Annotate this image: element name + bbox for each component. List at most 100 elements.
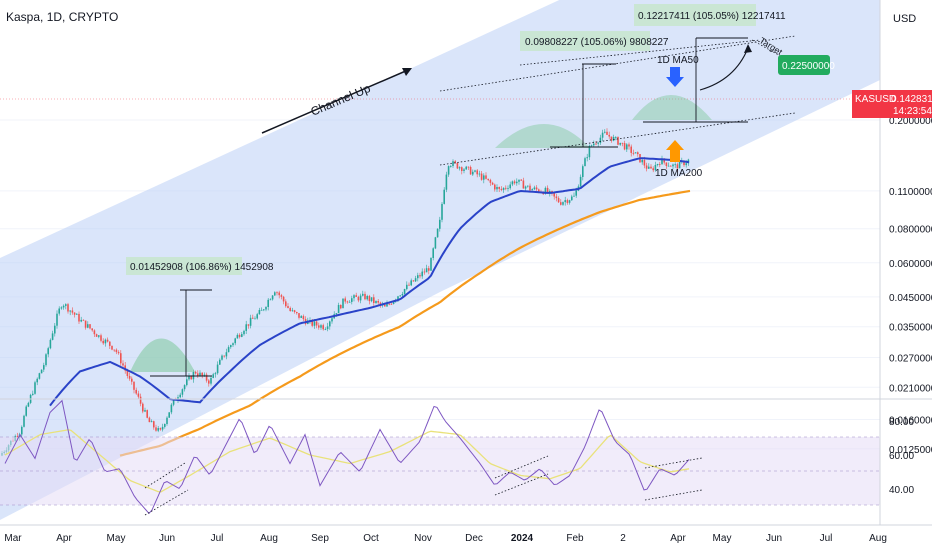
target-value: 0.22500000 xyxy=(782,61,835,72)
candle xyxy=(571,194,573,201)
candle xyxy=(637,151,639,157)
candle xyxy=(249,314,252,329)
candle xyxy=(45,353,47,367)
candle xyxy=(408,282,410,286)
candle xyxy=(476,169,478,178)
candle xyxy=(672,163,674,170)
currency-label[interactable]: USD xyxy=(893,13,917,25)
ma200-label: 1D MA200 xyxy=(655,168,703,179)
candle xyxy=(483,173,485,184)
time-axis[interactable]: Mar Apr May Jun Jul Aug Sep Oct Nov Dec 2024 Feb 2 Ap… xyxy=(4,533,887,544)
current-price-ticker: KASUSD xyxy=(855,94,896,105)
candle xyxy=(201,372,203,379)
candle xyxy=(146,409,148,419)
candle xyxy=(243,329,245,336)
candle xyxy=(509,181,511,190)
measure-label-2: 0.09808227 (105.06%) 9808227 xyxy=(525,37,669,48)
candle xyxy=(485,172,487,180)
candle xyxy=(164,423,166,429)
candle xyxy=(621,142,624,147)
price-tick-label: 0.01250000 xyxy=(889,445,932,456)
candle xyxy=(296,311,298,315)
candle xyxy=(599,134,602,145)
candle xyxy=(34,380,36,395)
candle xyxy=(60,306,63,310)
rsi-axis: 80.00 60.00 40.00 xyxy=(889,417,914,496)
candle xyxy=(318,322,320,330)
candle xyxy=(674,162,676,168)
candle xyxy=(322,323,324,331)
candle xyxy=(474,169,476,173)
candle xyxy=(472,169,474,176)
candle xyxy=(153,420,155,430)
candle xyxy=(590,144,593,147)
candle xyxy=(348,300,351,303)
candle xyxy=(364,291,366,301)
candle xyxy=(293,309,296,314)
candle xyxy=(269,298,272,301)
candle xyxy=(373,294,375,307)
candle xyxy=(593,140,595,148)
price-tick-label: 0.08000000 xyxy=(889,225,932,236)
rsi-channel-lines xyxy=(144,455,703,516)
candle xyxy=(489,178,492,186)
candle xyxy=(324,327,327,331)
candle xyxy=(157,426,159,433)
candle xyxy=(166,416,168,426)
candle xyxy=(265,306,267,312)
price-tick-label: 0.02700000 xyxy=(889,354,932,365)
price-tick-label: 0.03500000 xyxy=(889,323,932,334)
rounding-bottom-3 xyxy=(632,95,712,120)
candle xyxy=(498,186,500,192)
candle xyxy=(465,165,467,170)
candle xyxy=(623,140,626,151)
rounding-bottom-1 xyxy=(130,338,195,372)
candle xyxy=(102,338,104,345)
candle xyxy=(150,419,153,423)
candle xyxy=(531,188,533,191)
candle xyxy=(236,333,239,339)
time-tick-label: Aug xyxy=(260,533,278,544)
candle xyxy=(615,136,617,141)
candle xyxy=(406,281,408,291)
price-tick-label: 0.06000000 xyxy=(889,259,932,270)
candle xyxy=(221,354,223,361)
candle xyxy=(430,257,432,271)
candle xyxy=(225,348,228,360)
candle xyxy=(419,272,421,279)
candle xyxy=(241,332,243,338)
candle xyxy=(463,168,465,174)
candle xyxy=(159,427,162,431)
time-tick-label: Oct xyxy=(363,533,379,544)
candle xyxy=(421,268,423,279)
candle xyxy=(441,202,443,223)
candle xyxy=(368,294,371,305)
candle xyxy=(181,388,184,398)
candle xyxy=(212,372,214,379)
candle xyxy=(234,337,236,346)
measure-label-1: 0.01452908 (106.86%) 1452908 xyxy=(130,262,274,273)
candle xyxy=(113,349,115,352)
candle xyxy=(417,272,419,282)
candle xyxy=(370,297,373,303)
candle xyxy=(67,302,69,314)
candle xyxy=(439,216,441,232)
candle xyxy=(128,372,131,381)
candle xyxy=(337,302,340,314)
candle xyxy=(428,265,430,275)
candle xyxy=(58,306,60,316)
price-axis[interactable]: 0.20000000 0.11000000 0.08000000 0.06000000… xyxy=(889,116,932,456)
candle xyxy=(142,402,144,414)
candle xyxy=(252,314,254,319)
candle xyxy=(520,179,522,181)
candle xyxy=(21,425,23,437)
candle xyxy=(573,192,575,197)
candle xyxy=(245,320,247,334)
candle xyxy=(214,371,217,378)
price-tick-label: 0.20000000 xyxy=(889,116,932,127)
candle xyxy=(131,376,133,385)
candle xyxy=(452,159,454,168)
candle xyxy=(208,379,210,387)
candle xyxy=(183,384,186,392)
